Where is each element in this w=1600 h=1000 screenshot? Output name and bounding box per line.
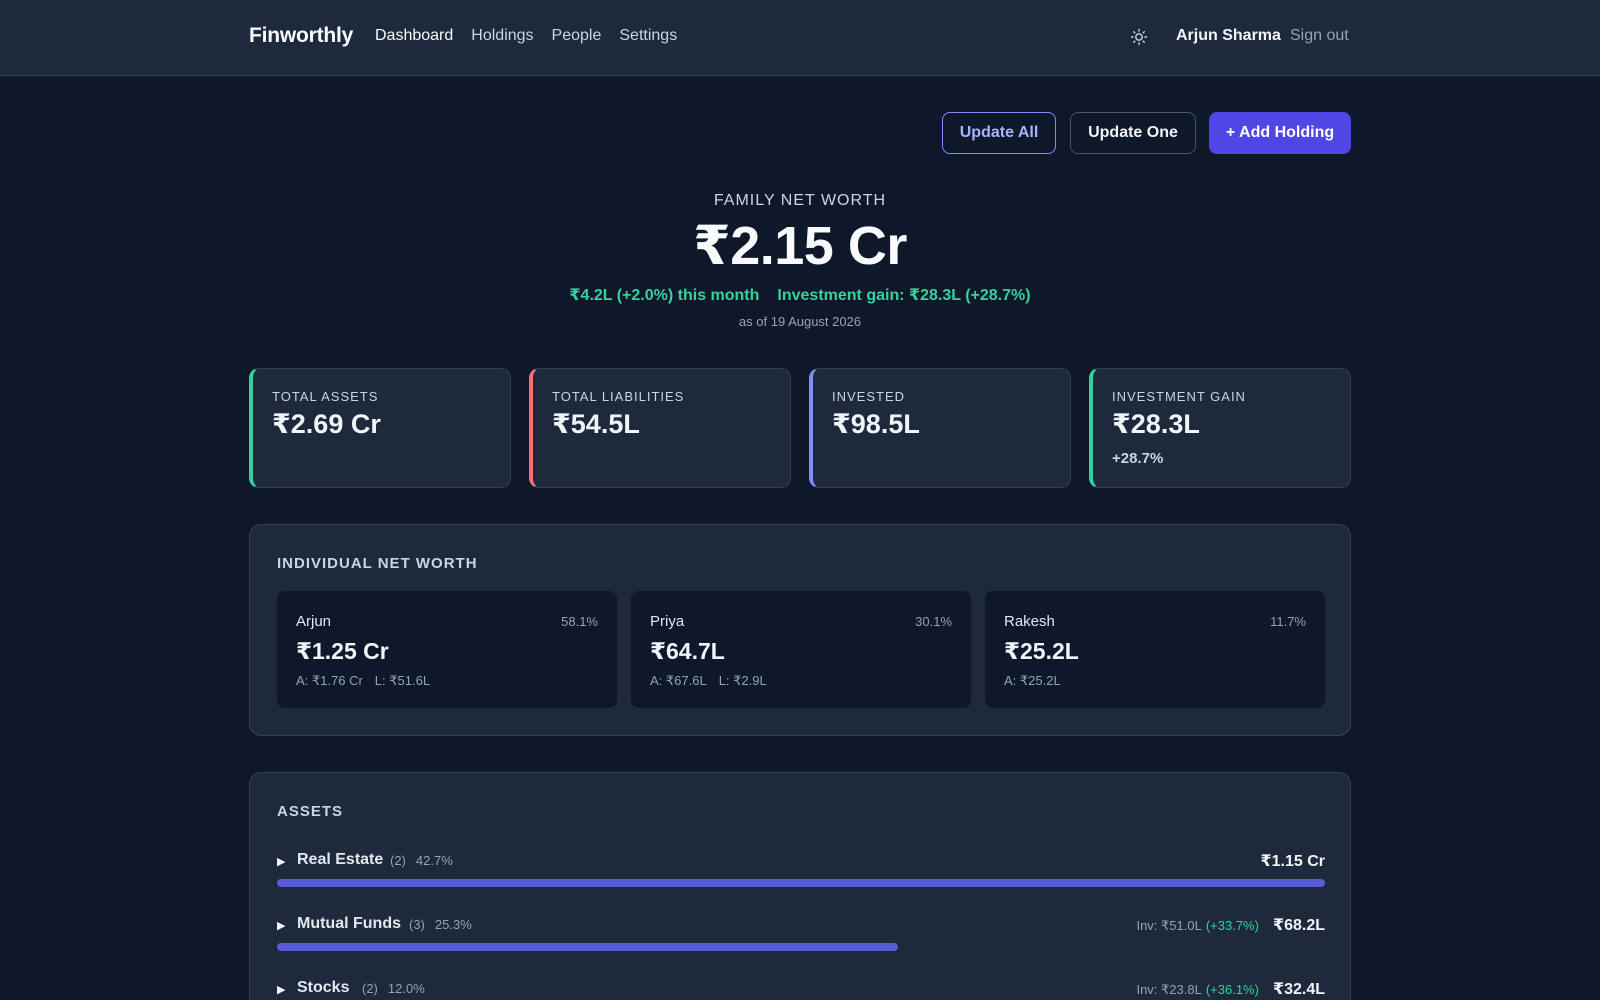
person-name: Arjun <box>296 613 332 630</box>
asset-gain-pct: (+33.7%) <box>1205 918 1259 933</box>
person-card-priya[interactable]: Priya 30.1% ₹64.7L A: ₹67.6L L: ₹2.9L <box>631 591 971 708</box>
asset-count: (2) <box>390 853 406 868</box>
person-assets-liabilities: A: ₹25.2L <box>1004 673 1061 689</box>
person-liabilities: L: ₹2.9L <box>718 673 767 688</box>
person-net-worth: ₹25.2L <box>1004 638 1079 664</box>
asset-category-meta: (2) 42.7% <box>390 853 453 868</box>
sun-icon[interactable] <box>1130 28 1148 46</box>
expand-triangle-icon[interactable]: ▶ <box>277 856 286 868</box>
card-subvalue: +28.7% <box>1112 450 1164 467</box>
net-worth-label: FAMILY NET WORTH <box>713 192 887 209</box>
panel-title: INDIVIDUAL NET WORTH <box>277 555 478 572</box>
asset-count: (3) <box>409 917 425 932</box>
asset-right-values: Inv: ₹51.0L (+33.7%) ₹68.2L <box>1136 915 1325 935</box>
card-label: INVESTED <box>832 389 906 404</box>
nav-dashboard[interactable]: Dashboard <box>375 27 454 44</box>
card-value: ₹28.3L <box>1112 409 1200 439</box>
person-assets: A: ₹67.6L <box>650 673 707 688</box>
card-label: TOTAL LIABILITIES <box>552 389 685 404</box>
card-value: ₹2.69 Cr <box>272 409 381 439</box>
asset-value: ₹1.15 Cr <box>1260 853 1326 870</box>
person-name: Priya <box>650 613 685 630</box>
asset-share: 42.7% <box>415 853 453 868</box>
person-name: Rakesh <box>1004 613 1055 630</box>
add-holding-button[interactable]: + Add Holding <box>1209 112 1351 154</box>
person-share: 58.1% <box>561 614 598 629</box>
top-navbar: Finworthly Dashboard Holdings People Set… <box>0 0 1600 76</box>
update-one-button[interactable]: Update One <box>1070 112 1196 154</box>
net-worth-change: ₹4.2L (+2.0%) this month Investment gain:… <box>0 285 1600 305</box>
asset-invested: Inv: ₹23.8L (+36.1%) <box>1136 982 1259 998</box>
expand-triangle-icon[interactable]: ▶ <box>277 984 286 996</box>
asset-invested-amount: Inv: ₹51.0L <box>1136 918 1202 933</box>
asset-category-name: Mutual Funds <box>297 915 401 932</box>
update-all-button[interactable]: Update All <box>942 112 1056 154</box>
investment-gain-summary: Investment gain: ₹28.3L (+28.7%) <box>777 287 1031 304</box>
main-nav: Dashboard Holdings People Settings <box>375 27 677 45</box>
asset-category-meta: (3) 25.3% <box>409 917 472 932</box>
person-assets-liabilities: A: ₹67.6L L: ₹2.9L <box>650 673 767 689</box>
person-assets: A: ₹1.76 Cr <box>296 673 363 688</box>
asset-count: (2) <box>362 981 378 996</box>
allocation-bar-track <box>277 879 1325 887</box>
net-worth-value: ₹2.15 Cr <box>693 216 907 276</box>
assets-panel: ASSETS ▶ Real Estate (2) 42.7% ₹1.15 Cr ▶… <box>249 772 1351 1000</box>
person-card-arjun[interactable]: Arjun 58.1% ₹1.25 Cr A: ₹1.76 Cr L: ₹51.6… <box>277 591 617 708</box>
total-assets-card: TOTAL ASSETS ₹2.69 Cr <box>249 368 511 488</box>
sign-out-link[interactable]: Sign out <box>1290 27 1349 44</box>
asset-right-values: Inv: ₹23.8L (+36.1%) ₹32.4L <box>1136 979 1325 999</box>
expand-triangle-icon[interactable]: ▶ <box>277 920 286 932</box>
individual-net-worth-panel: INDIVIDUAL NET WORTH Arjun 58.1% ₹1.25 C… <box>249 524 1351 736</box>
person-assets-liabilities: A: ₹1.76 Cr L: ₹51.6L <box>296 673 430 689</box>
allocation-bar-track <box>277 943 1325 951</box>
card-value: ₹54.5L <box>552 409 640 439</box>
nav-holdings[interactable]: Holdings <box>471 27 534 44</box>
asset-invested: Inv: ₹51.0L (+33.7%) <box>1136 918 1259 934</box>
nav-settings[interactable]: Settings <box>619 27 678 44</box>
asset-gain-pct: (+36.1%) <box>1205 982 1259 997</box>
asset-right-values: ₹1.15 Cr <box>1261 851 1326 871</box>
investment-gain-card: INVESTMENT GAIN ₹28.3L +28.7% <box>1089 368 1351 488</box>
person-assets: A: ₹25.2L <box>1004 673 1061 688</box>
invested-card: INVESTED ₹98.5L <box>809 368 1071 488</box>
allocation-bar-fill <box>277 879 1325 887</box>
card-label: TOTAL ASSETS <box>272 389 379 404</box>
total-liabilities-card: TOTAL LIABILITIES ₹54.5L <box>529 368 791 488</box>
panel-title: ASSETS <box>277 803 344 820</box>
person-share: 11.7% <box>1270 614 1306 629</box>
person-net-worth: ₹64.7L <box>650 638 725 664</box>
nav-people[interactable]: People <box>551 27 602 44</box>
allocation-bar-fill <box>277 943 899 951</box>
brand-logo[interactable]: Finworthly <box>249 24 354 47</box>
as-of-date: as of 19 August 2026 <box>738 314 862 329</box>
person-share: 30.1% <box>915 614 952 629</box>
asset-value: ₹32.4L <box>1272 981 1325 998</box>
asset-invested-amount: Inv: ₹23.8L <box>1136 982 1202 997</box>
person-net-worth: ₹1.25 Cr <box>296 638 389 664</box>
asset-category-meta: (2) 12.0% <box>362 981 425 996</box>
asset-share: 25.3% <box>434 917 472 932</box>
card-value: ₹98.5L <box>832 409 920 439</box>
person-liabilities: L: ₹51.6L <box>374 673 431 688</box>
card-label: INVESTMENT GAIN <box>1112 389 1246 404</box>
asset-category-name: Real Estate <box>297 851 384 868</box>
person-card-rakesh[interactable]: Rakesh 11.7% ₹25.2L A: ₹25.2L <box>985 591 1325 708</box>
user-name: Arjun Sharma <box>1176 27 1281 44</box>
month-change: ₹4.2L (+2.0%) this month <box>569 287 760 304</box>
asset-value: ₹68.2L <box>1272 917 1325 934</box>
asset-share: 12.0% <box>387 981 425 996</box>
asset-category-name: Stocks <box>297 979 350 996</box>
